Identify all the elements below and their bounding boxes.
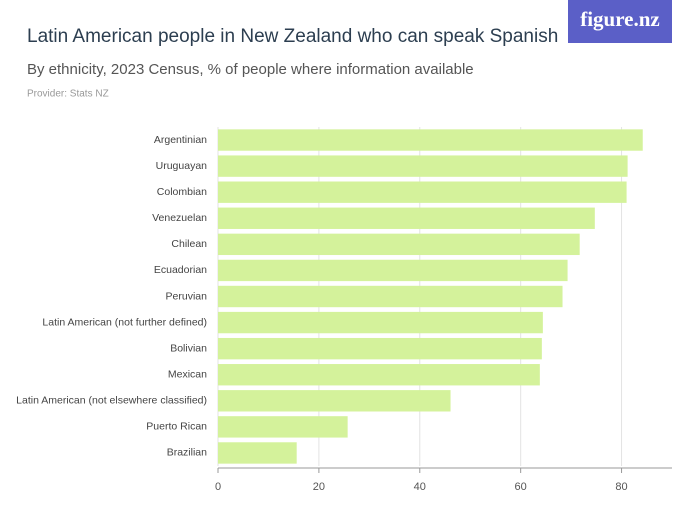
chart-title: Latin American people in New Zealand who… <box>27 26 558 47</box>
y-tick-label: Uruguayan <box>156 160 208 172</box>
chart-subtitle: By ethnicity, 2023 Census, % of people w… <box>27 61 474 78</box>
x-tick-label: 40 <box>414 481 426 493</box>
y-tick-label: Venezuelan <box>152 212 207 224</box>
bar <box>218 181 627 203</box>
bar <box>218 259 568 282</box>
y-tick-label: Latin American (not elsewhere classified… <box>16 395 207 407</box>
y-tick-label: Peruvian <box>166 290 208 302</box>
bar <box>218 311 543 334</box>
provider: Provider: Stats NZ <box>27 89 109 100</box>
y-tick-label: Bolivian <box>170 342 207 354</box>
bar <box>218 129 643 151</box>
bar <box>218 364 540 386</box>
y-tick-label: Mexican <box>168 369 207 381</box>
logo: figure.nz <box>580 7 660 31</box>
bar <box>218 155 628 177</box>
y-tick-label: Argentinian <box>154 134 207 146</box>
y-tick-label: Puerto Rican <box>146 421 207 433</box>
y-tick-label: Brazilian <box>167 447 207 459</box>
bar <box>218 207 595 229</box>
logo-box <box>568 0 672 43</box>
bar <box>218 285 563 308</box>
x-tick-label: 80 <box>615 481 627 493</box>
y-tick-label: Ecuadorian <box>154 264 207 276</box>
bar <box>218 442 297 464</box>
bar <box>218 233 580 256</box>
y-tick-label: Colombian <box>157 186 207 198</box>
y-tick-label: Chilean <box>171 238 207 250</box>
x-tick-label: 60 <box>515 481 527 493</box>
x-tick-label: 0 <box>215 481 221 493</box>
bar <box>218 390 451 412</box>
bar <box>218 416 348 438</box>
y-tick-label: Latin American (not further defined) <box>42 316 207 328</box>
bar <box>218 337 542 360</box>
x-tick-label: 20 <box>313 481 325 493</box>
